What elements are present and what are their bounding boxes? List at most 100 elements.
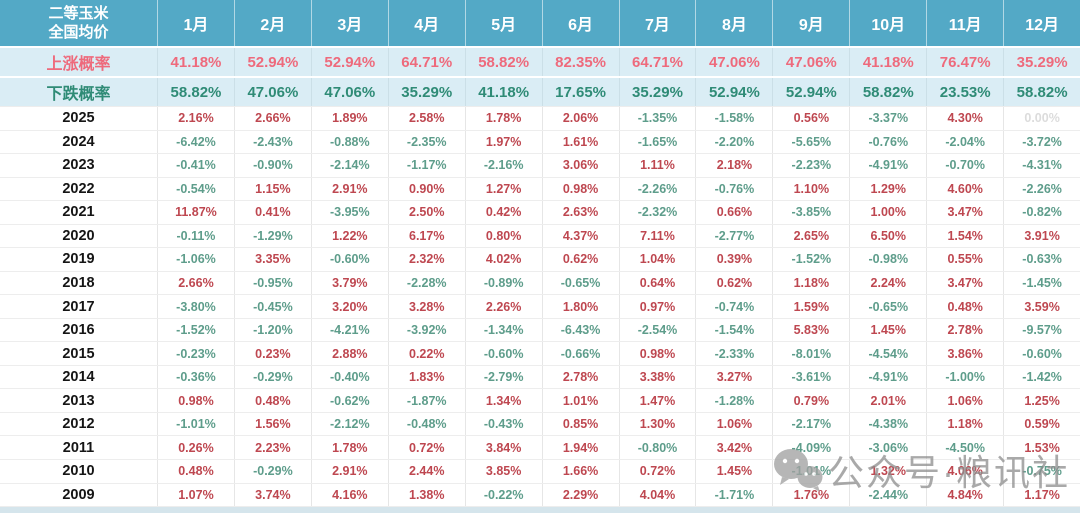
value-cell: 2.50% <box>387 201 465 224</box>
bottom-edge-strip <box>0 506 1080 513</box>
value-cell: 0.97% <box>618 295 696 318</box>
value-cell: -4.21% <box>310 318 388 342</box>
value-cell: 5.83% <box>772 318 849 342</box>
value-cell: 4.16% <box>310 483 388 507</box>
value-cell: -3.37% <box>849 107 926 130</box>
table-header-row: 二等玉米 全国均价 1月 2月 3月 4月 5月 6月 7月 8月 9月 10月 11月 12月 <box>0 0 1080 46</box>
value-cell: -1.20% <box>233 318 311 342</box>
value-cell: 3.06% <box>541 154 619 177</box>
value-cell: -0.80% <box>618 436 696 459</box>
value-cell: -1.29% <box>233 224 311 248</box>
value-cell: -2.17% <box>772 412 849 436</box>
value-cell: -0.41% <box>157 154 234 177</box>
value-cell: -9.57% <box>1003 318 1080 342</box>
fall-probability-row: 下跌概率 58.82% 47.06% 47.06% 35.29% 41.18% 17.65… <box>0 76 1080 106</box>
rise-probability-value: 58.82% <box>464 48 542 76</box>
year-label: 2024 <box>62 133 95 150</box>
value-cell: -0.82% <box>1003 201 1080 224</box>
value-cell: 1.53% <box>1003 436 1080 459</box>
value-cell: 1.61% <box>541 130 619 154</box>
value-cell: 3.27% <box>695 365 772 389</box>
value-cell: -0.74% <box>695 295 772 318</box>
value-cell: -0.62% <box>310 389 388 412</box>
table-row-2025: 2025 2.16% 2.66% 1.89% 2.58% 1.78% 2.06% -1.35%… <box>0 106 1080 130</box>
year-label: 2009 <box>62 486 95 503</box>
value-cell: 4.37% <box>541 224 619 248</box>
value-cell: -0.22% <box>464 483 542 507</box>
value-cell: 0.00% <box>1003 107 1080 130</box>
value-cell: 1.06% <box>695 412 772 436</box>
table-row-2015: 2015 -0.23% 0.23% 2.88% 0.22% -0.60% -0.66% 0.9… <box>0 341 1080 365</box>
year-label: 2012 <box>62 416 95 433</box>
value-cell: -1.34% <box>464 318 542 342</box>
rise-probability-value: 52.94% <box>233 48 311 76</box>
value-cell: 3.86% <box>926 342 1003 365</box>
rise-probability-row: 上涨概率 41.18% 52.94% 52.94% 64.71% 58.82% 82.35… <box>0 46 1080 76</box>
value-cell: 3.84% <box>464 436 542 459</box>
value-cell: -0.60% <box>464 342 542 365</box>
fall-probability-value: 41.18% <box>464 78 542 106</box>
value-cell: 3.85% <box>464 459 542 483</box>
value-cell: 2.44% <box>387 459 465 483</box>
value-cell: 4.30% <box>926 107 1003 130</box>
value-cell: -3.72% <box>1003 130 1080 154</box>
value-cell: -0.60% <box>310 248 388 271</box>
value-cell: -2.54% <box>618 318 696 342</box>
value-cell: -0.66% <box>541 342 619 365</box>
value-cell: 2.78% <box>926 318 1003 342</box>
fall-probability-value: 58.82% <box>849 78 926 106</box>
value-cell: 1.97% <box>464 130 542 154</box>
value-cell: 1.25% <box>1003 389 1080 412</box>
value-cell: -4.38% <box>849 412 926 436</box>
value-cell: 0.62% <box>541 248 619 271</box>
value-cell: 0.23% <box>233 342 311 365</box>
table-corner-title: 二等玉米 全国均价 <box>0 0 157 46</box>
value-cell: 1.78% <box>464 107 542 130</box>
month-header-cell: 6月 <box>541 0 619 46</box>
value-cell: -2.20% <box>695 130 772 154</box>
value-cell: 1.06% <box>926 389 1003 412</box>
value-cell: -1.87% <box>387 389 465 412</box>
year-label: 2010 <box>62 463 95 480</box>
month-header-cell: 2月 <box>233 0 311 46</box>
fall-probability-value: 35.29% <box>618 78 696 106</box>
value-cell: -3.80% <box>157 295 234 318</box>
value-cell: 1.17% <box>1003 483 1080 507</box>
value-cell: -0.45% <box>233 295 311 318</box>
value-cell: 4.06% <box>926 459 1003 483</box>
value-cell: -1.71% <box>695 483 772 507</box>
value-cell: -0.95% <box>233 271 311 295</box>
year-label: 2018 <box>62 274 95 291</box>
value-cell: -1.35% <box>618 107 696 130</box>
table-row-2024: 2024 -6.42% -2.43% -0.88% -2.35% 1.97% 1.61% -1… <box>0 129 1080 154</box>
value-cell: 1.07% <box>157 483 234 507</box>
value-cell: -1.01% <box>772 459 849 483</box>
value-cell: 4.02% <box>464 248 542 271</box>
fall-probability-value: 52.94% <box>772 78 849 106</box>
value-cell: 6.50% <box>849 224 926 248</box>
table-row-2023: 2023 -0.41% -0.90% -2.14% -1.17% -2.16% 3.06% 1… <box>0 153 1080 177</box>
value-cell: -1.01% <box>157 412 234 436</box>
year-label: 2015 <box>62 345 95 362</box>
value-cell: 1.10% <box>772 177 849 201</box>
value-cell: -2.32% <box>618 201 696 224</box>
value-cell: -0.40% <box>310 365 388 389</box>
value-cell: -4.54% <box>849 342 926 365</box>
fall-probability-value: 17.65% <box>541 78 619 106</box>
value-cell: 3.42% <box>695 436 772 459</box>
rise-probability-value: 41.18% <box>849 48 926 76</box>
value-cell: -0.65% <box>849 295 926 318</box>
value-cell: -4.09% <box>772 436 849 459</box>
year-label: 2021 <box>62 204 95 221</box>
month-header-cell: 9月 <box>772 0 849 46</box>
value-cell: 3.91% <box>1003 224 1080 248</box>
fall-probability-value: 23.53% <box>926 78 1003 106</box>
value-cell: -2.12% <box>310 412 388 436</box>
value-cell: 1.76% <box>772 483 849 507</box>
value-cell: -5.65% <box>772 130 849 154</box>
value-cell: 1.22% <box>310 224 388 248</box>
value-cell: 0.80% <box>464 224 542 248</box>
value-cell: 0.41% <box>233 201 311 224</box>
value-cell: 3.47% <box>926 201 1003 224</box>
value-cell: 1.30% <box>618 412 696 436</box>
